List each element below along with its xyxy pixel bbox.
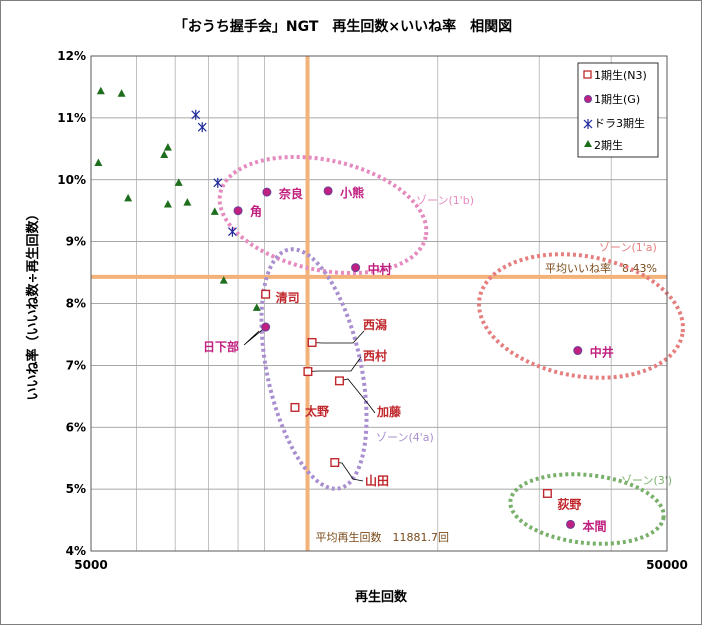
data-point-n3 (261, 289, 271, 299)
legend-marker-dra3 (583, 119, 593, 129)
point-label: 日下部 (203, 339, 239, 354)
reference-lines: 平均いいね率 8.43% 平均再生回数 11881.7回 (91, 56, 667, 551)
zone-ellipse (259, 247, 369, 491)
zone-label: ゾーン(1'a) (599, 241, 657, 254)
y-tick-label: 4% (66, 544, 86, 558)
y-tick-label: 6% (66, 420, 86, 434)
zone-label: ゾーン(3') (621, 474, 672, 487)
data-point-g (573, 346, 583, 356)
data-point-2ki (117, 89, 126, 97)
axes: 4% 5% 6% 7% 8% 9% 10% 11% 12% 5000 50000 (57, 49, 688, 572)
y-tick-label: 9% (66, 235, 86, 249)
data-point-2ki (183, 198, 192, 206)
data-point-2ki (124, 193, 133, 202)
chart-title: 「おうち握手会」NGT 再生回数×いいね率 相関図 (174, 18, 512, 35)
label-leader-line (243, 326, 266, 346)
data-point-g (261, 322, 271, 332)
data-point-g (233, 206, 243, 216)
legend-marker-2ki (584, 140, 592, 147)
data-point-2ki (96, 86, 105, 95)
point-label: 本間 (583, 518, 607, 533)
point-label: 加藤 (376, 404, 402, 419)
point-label: 太野 (305, 403, 329, 418)
legend-marker-n3 (583, 70, 592, 79)
zone-ellipse (477, 252, 685, 380)
y-tick-label: 7% (66, 358, 86, 372)
zone-ellipses: ゾーン(1'b) ゾーン(1'a) ゾーン(4'a) ゾーン(3') (217, 154, 685, 546)
data-point-dra3 (197, 122, 207, 133)
zone-ellipse (217, 154, 429, 276)
y-tick-label: 11% (57, 111, 86, 125)
data-point-2ki (94, 158, 103, 167)
point-label: 中村 (368, 262, 392, 277)
legend-label-n3: 1期生(N3) (594, 68, 647, 82)
zone-label: ゾーン(1'b) (416, 194, 474, 207)
point-label: 小熊 (340, 185, 364, 200)
data-point-2ki (219, 276, 228, 284)
data-point-n3 (334, 376, 344, 386)
x-tick-label: 50000 (646, 558, 688, 572)
data-point-dra3 (227, 226, 237, 237)
data-point-g (323, 186, 333, 196)
data-point-2ki (163, 200, 172, 208)
point-label: 荻野 (557, 496, 581, 511)
point-label: 角 (250, 204, 262, 219)
plot-area-border (90, 55, 668, 552)
data-point-g (566, 519, 576, 529)
zone-ellipse (508, 472, 666, 546)
data-point-n3 (307, 337, 317, 347)
y-tick-label: 10% (57, 173, 86, 187)
data-point-2ki (252, 303, 261, 311)
legend-label-g: 1期生(G) (594, 92, 640, 106)
data-point-2ki (174, 178, 183, 186)
y-axis-title: いいね率（いいね数÷再生回数） (25, 208, 41, 401)
point-label: 奈良 (278, 186, 303, 201)
point-label: 西村 (363, 348, 387, 363)
data-point-2ki (160, 150, 169, 158)
data-point-n3 (542, 488, 552, 498)
data-point-dra3 (213, 177, 223, 188)
data-point-2ki (210, 207, 219, 215)
label-leader-line (339, 378, 376, 414)
point-label: 清司 (276, 290, 300, 305)
legend: 1期生(N3) 1期生(G) ドラ3期生 2期生 (577, 62, 659, 158)
point-label: 中井 (590, 345, 614, 360)
data-point-n3 (290, 402, 300, 412)
point-label: 西潟 (363, 317, 387, 332)
data-point-dra3 (191, 109, 201, 120)
data-points (94, 86, 583, 529)
data-point-n3 (330, 458, 340, 468)
x-axis-title: 再生回数 (355, 589, 408, 605)
avg-like-rate-label: 平均いいね率 8.43% (545, 261, 657, 275)
zone-label: ゾーン(4'a) (376, 431, 434, 444)
data-point-n3 (303, 367, 313, 377)
avg-views-label: 平均再生回数 11881.7回 (316, 530, 450, 544)
y-tick-label: 8% (66, 297, 86, 311)
data-point-g (351, 263, 361, 273)
legend-label-dra3: ドラ3期生 (594, 116, 645, 130)
label-leader-line (312, 330, 365, 344)
data-point-g (262, 187, 272, 197)
grid-layer (91, 55, 667, 552)
y-tick-label: 5% (66, 482, 86, 496)
y-tick-label: 12% (57, 49, 86, 63)
legend-marker-g (584, 95, 592, 103)
label-leader-line (307, 356, 362, 372)
legend-label-2ki: 2期生 (594, 138, 623, 152)
x-tick-label: 5000 (74, 558, 107, 572)
data-point-2ki (163, 143, 172, 151)
point-label: 山田 (365, 473, 389, 488)
legend-box (577, 62, 659, 158)
